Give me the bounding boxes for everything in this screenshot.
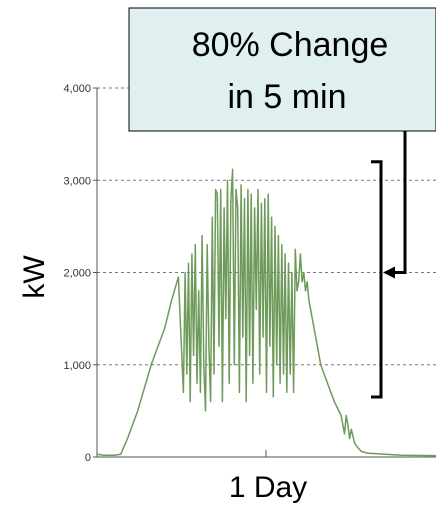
x-axis-label: 1 Day <box>229 471 307 504</box>
y-tick-labels: 0 1,000 2,000 3,000 4,000 <box>63 83 91 464</box>
callout-arrow <box>392 131 407 274</box>
callout-line-2: in 5 min <box>227 78 346 116</box>
y-tick-label: 3,000 <box>63 175 91 187</box>
callout-arrowhead <box>383 266 395 279</box>
y-tick-label: 0 <box>85 452 91 464</box>
y-tick-label: 4,000 <box>63 83 91 95</box>
y-axis-label: kW <box>18 255 51 299</box>
callout-box <box>128 7 436 132</box>
axes <box>96 88 436 458</box>
annotation-callout: 80% Change in 5 min <box>128 7 436 399</box>
callout-line-1: 80% Change <box>192 26 389 64</box>
y-tick-label: 2,000 <box>63 268 91 280</box>
y-tick-label: 1,000 <box>63 360 91 372</box>
range-bracket <box>371 160 383 399</box>
series-line <box>96 168 436 457</box>
